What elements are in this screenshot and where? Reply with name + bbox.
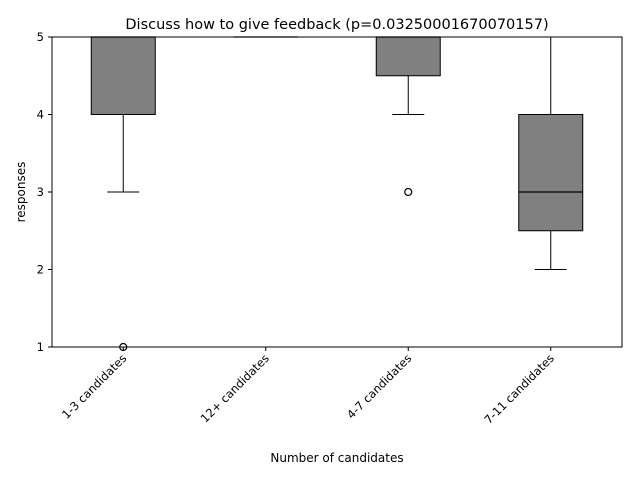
y-tick-label: 1 bbox=[37, 340, 44, 354]
y-tick-label: 4 bbox=[37, 108, 44, 122]
x-tick-label: 12+ candidates bbox=[198, 351, 272, 425]
x-axis-label: Number of candidates bbox=[270, 451, 403, 465]
x-tick-label: 1-3 candidates bbox=[59, 351, 129, 421]
y-tick-label: 3 bbox=[37, 185, 44, 199]
box-4 bbox=[518, 114, 584, 232]
x-tick-label: 4-7 candidates bbox=[344, 351, 414, 421]
box-1 bbox=[90, 36, 156, 115]
y-tick-label: 5 bbox=[37, 30, 44, 44]
y-tick-label: 2 bbox=[37, 263, 44, 277]
x-tick-label: 7-11 candidates bbox=[481, 351, 557, 427]
outlier-point bbox=[404, 187, 413, 197]
plot-area: 1 2 3 4 5 1-3 candidates 12+ candidates 4-7 can… bbox=[37, 30, 623, 427]
y-axis-label: responses bbox=[14, 162, 28, 223]
chart-title: Discuss how to give feedback (p=0.032500… bbox=[125, 17, 548, 33]
box-3 bbox=[375, 36, 441, 77]
